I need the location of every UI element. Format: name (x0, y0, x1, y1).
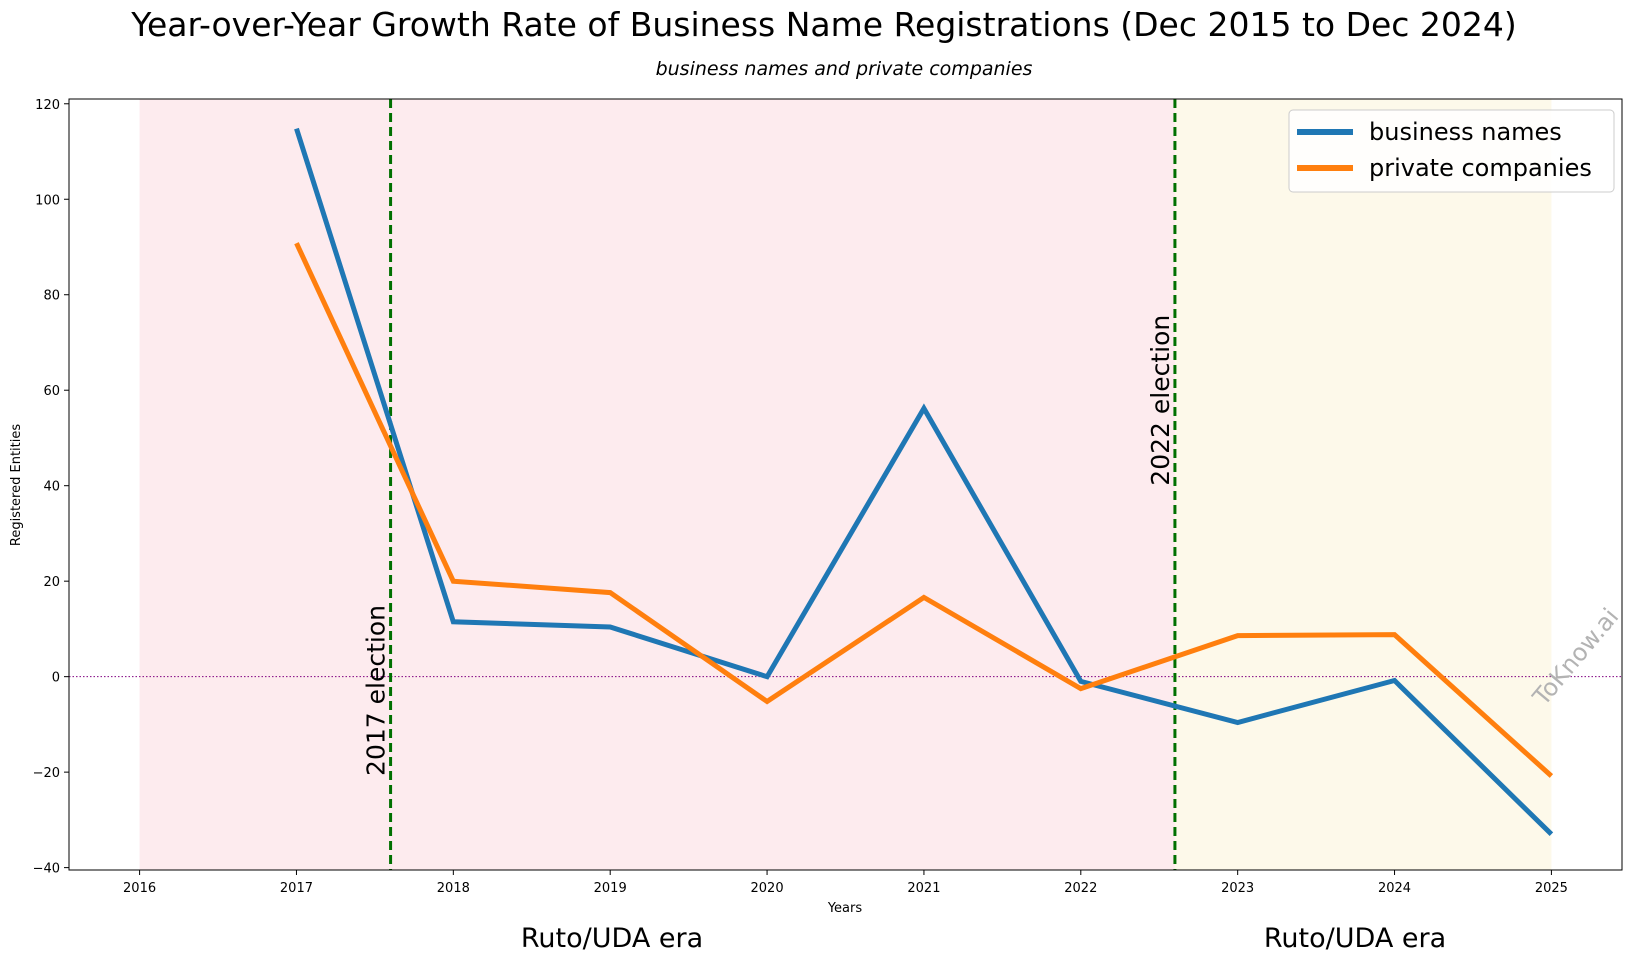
chart-title: Year-over-Year Growth Rate of Business N… (130, 5, 1517, 44)
era-label-1: Ruto/UDA era (1264, 923, 1446, 954)
x-tick-label-2020: 2020 (751, 881, 784, 896)
y-tick-label-100: 100 (35, 193, 60, 208)
election-label-2: 2022 election (1146, 315, 1175, 486)
election-label-1: 2017 election (362, 605, 391, 776)
legend-box (1288, 109, 1615, 193)
plot-frame (68, 98, 1623, 871)
x-axis-label: Years (827, 901, 863, 916)
x-tick-label-2018: 2018 (437, 881, 470, 896)
y-axis-ticks: −40 −20 0 20 40 60 80 100 120 (33, 98, 69, 877)
y-tick-label--20: −20 (33, 766, 60, 781)
series-lines (294, 127, 1554, 836)
era-label-0: Ruto/UDA era (521, 923, 703, 954)
reference-lines (69, 99, 1622, 870)
x-tick-label-2017: 2017 (280, 881, 313, 896)
shaded-region-1 (1174, 99, 1552, 870)
y-tick-label-40: 40 (43, 480, 60, 495)
series-line-private-companies (294, 242, 1554, 778)
y-tick-label-80: 80 (43, 289, 60, 304)
y-tick-label-0: 0 (52, 671, 60, 686)
x-axis-ticks: 2016 2017 2018 2019 2020 2021 2022 2023 2024 2025 (123, 870, 1568, 896)
era-labels: Ruto/UDA era Ruto/UDA era (521, 923, 1446, 954)
election-labels: 2017 election 2022 election (362, 315, 1175, 776)
x-tick-label-2025: 2025 (1535, 881, 1568, 896)
x-tick-label-2021: 2021 (907, 881, 940, 896)
x-tick-label-2016: 2016 (123, 881, 156, 896)
legend-label-private-companies: private companies (1369, 154, 1592, 182)
chart-subtitle: business names and private companies (656, 58, 1033, 80)
series-line-business-names (294, 127, 1554, 836)
legend: business names private companies (1288, 109, 1615, 193)
y-tick-label-60: 60 (43, 384, 60, 399)
shaded-region-0 (139, 99, 1175, 870)
y-axis-label: Registered Entities (9, 424, 24, 546)
x-tick-label-2023: 2023 (1221, 881, 1254, 896)
x-tick-label-2024: 2024 (1378, 881, 1411, 896)
legend-label-business-names: business names (1369, 118, 1562, 146)
x-tick-label-2022: 2022 (1064, 881, 1097, 896)
y-tick-label--40: −40 (33, 862, 60, 877)
x-tick-label-2019: 2019 (594, 881, 627, 896)
y-tick-label-120: 120 (35, 98, 60, 113)
y-tick-label-20: 20 (43, 575, 60, 590)
shaded-regions (139, 99, 1552, 870)
